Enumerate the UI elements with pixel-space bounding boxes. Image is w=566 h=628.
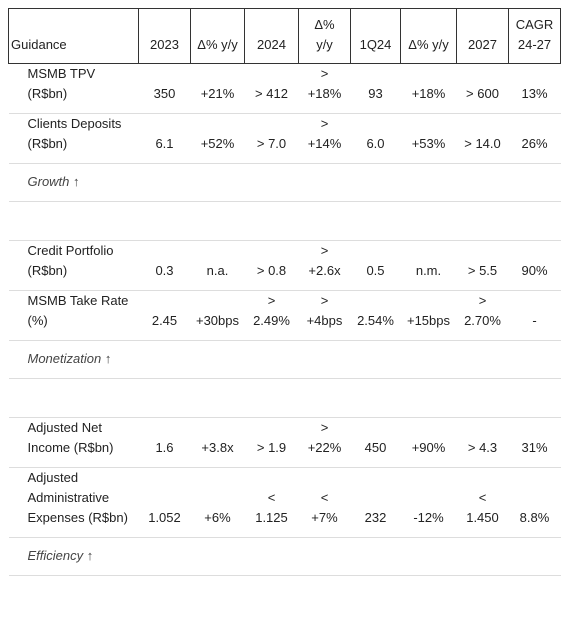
value-cell: +52% xyxy=(190,113,245,164)
spacer-cell xyxy=(8,201,561,241)
value-cell: +21% xyxy=(190,63,245,114)
value-cell: > 0.8 xyxy=(244,240,299,291)
header-cell: 2024 xyxy=(244,8,299,64)
value-cell: 31% xyxy=(508,417,561,468)
value-cell: > 2.49% xyxy=(244,290,299,341)
value-cell: > +14% xyxy=(298,113,351,164)
value-cell: +6% xyxy=(190,467,245,538)
value-cell: n.m. xyxy=(400,240,457,291)
value-cell: > 2.70% xyxy=(456,290,509,341)
value-cell: > +4bps xyxy=(298,290,351,341)
section-label: Growth ↑ xyxy=(8,163,561,202)
value-cell: > +18% xyxy=(298,63,351,114)
row-label: MSMB TPV (R$bn) xyxy=(8,63,139,114)
value-cell: > 600 xyxy=(456,63,509,114)
value-cell: 1.6 xyxy=(138,417,191,468)
data-row: MSMB TPV (R$bn) 350 +21% > 412 > +18% 93 +18% >… xyxy=(8,63,561,114)
value-cell: > 14.0 xyxy=(456,113,509,164)
spacer-cell xyxy=(8,378,561,418)
header-cell: Δ% y/y xyxy=(190,8,245,64)
data-row: Credit Portfolio (R$bn) 0.3 n.a. > 0.8 > +2.… xyxy=(8,240,561,291)
data-row: MSMB Take Rate (%) 2.45 +30bps > 2.49% > +4b… xyxy=(8,290,561,341)
header-cell: 1Q24 xyxy=(350,8,401,64)
value-cell: 6.0 xyxy=(350,113,401,164)
section-row: Growth ↑ xyxy=(8,163,561,202)
header-cell: Δ% y/y xyxy=(298,8,351,64)
row-label: Clients Deposits (R$bn) xyxy=(8,113,139,164)
row-label: MSMB Take Rate (%) xyxy=(8,290,139,341)
header-cell: CAGR 24-27 xyxy=(508,8,561,64)
value-cell: +30bps xyxy=(190,290,245,341)
row-label: Adjusted Administrative Expenses (R$bn) xyxy=(8,467,139,538)
value-cell: 26% xyxy=(508,113,561,164)
value-cell: 2.54% xyxy=(350,290,401,341)
value-cell: 90% xyxy=(508,240,561,291)
value-cell: 6.1 xyxy=(138,113,191,164)
header-cell: 2023 xyxy=(138,8,191,64)
value-cell: > 5.5 xyxy=(456,240,509,291)
value-cell: > +2.6x xyxy=(298,240,351,291)
section-row: Monetization ↑ xyxy=(8,340,561,379)
data-row: Clients Deposits (R$bn) 6.1 +52% > 7.0 > +14… xyxy=(8,113,561,164)
value-cell: n.a. xyxy=(190,240,245,291)
header-cell: 2027 xyxy=(456,8,509,64)
section-row: Efficiency ↑ xyxy=(8,537,561,576)
value-cell: +15bps xyxy=(400,290,457,341)
value-cell: < 1.125 xyxy=(244,467,299,538)
value-cell: 93 xyxy=(350,63,401,114)
value-cell: 2.45 xyxy=(138,290,191,341)
header-row: Guidance 2023 Δ% y/y 2024 Δ% y/y 1Q24 Δ% y/y 20… xyxy=(8,8,561,64)
value-cell: -12% xyxy=(400,467,457,538)
value-cell: +3.8x xyxy=(190,417,245,468)
value-cell: - xyxy=(508,290,561,341)
value-cell: 450 xyxy=(350,417,401,468)
value-cell: > 7.0 xyxy=(244,113,299,164)
value-cell: +18% xyxy=(400,63,457,114)
value-cell: 232 xyxy=(350,467,401,538)
value-cell: 0.3 xyxy=(138,240,191,291)
data-row: Adjusted Administrative Expenses (R$bn) 1… xyxy=(8,467,561,538)
section-label: Efficiency ↑ xyxy=(8,537,561,576)
value-cell: < +7% xyxy=(298,467,351,538)
section-label: Monetization ↑ xyxy=(8,340,561,379)
table-body: MSMB TPV (R$bn) 350 +21% > 412 > +18% 93 +18% >… xyxy=(8,63,561,576)
row-label: Credit Portfolio (R$bn) xyxy=(8,240,139,291)
value-cell: < 1.450 xyxy=(456,467,509,538)
value-cell: 8.8% xyxy=(508,467,561,538)
header-cell: Δ% y/y xyxy=(400,8,457,64)
guidance-table: Guidance 2023 Δ% y/y 2024 Δ% y/y 1Q24 Δ% y/y 20… xyxy=(8,8,561,576)
value-cell: 350 xyxy=(138,63,191,114)
value-cell: 0.5 xyxy=(350,240,401,291)
value-cell: > 4.3 xyxy=(456,417,509,468)
value-cell: +53% xyxy=(400,113,457,164)
row-label: Adjusted Net Income (R$bn) xyxy=(8,417,139,468)
value-cell: > 412 xyxy=(244,63,299,114)
data-row: Adjusted Net Income (R$bn) 1.6 +3.8x > 1.9 >… xyxy=(8,417,561,468)
value-cell: +90% xyxy=(400,417,457,468)
spacer-row xyxy=(8,201,561,241)
value-cell: 1.052 xyxy=(138,467,191,538)
value-cell: > 1.9 xyxy=(244,417,299,468)
value-cell: 13% xyxy=(508,63,561,114)
header-cell: Guidance xyxy=(8,8,139,64)
value-cell: > +22% xyxy=(298,417,351,468)
spacer-row xyxy=(8,378,561,418)
